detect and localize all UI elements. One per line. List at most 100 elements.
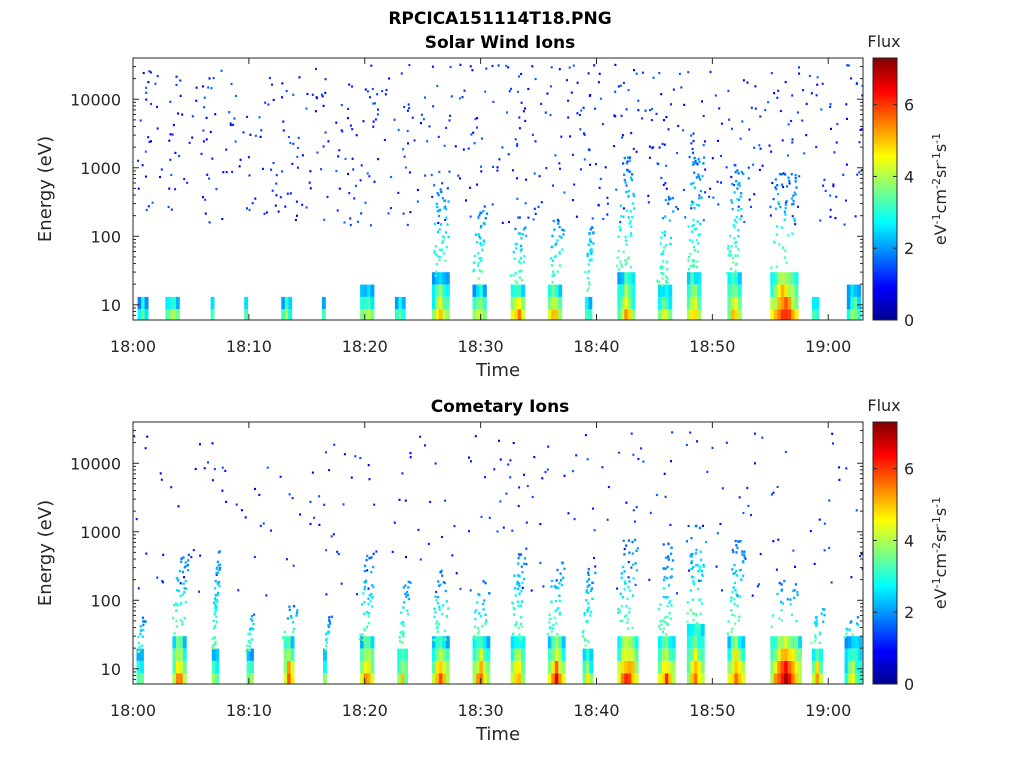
- heatmap-cell: [387, 212, 390, 215]
- heatmap-cell: [351, 85, 353, 88]
- heatmap-cell: [366, 569, 369, 572]
- heatmap-cell: [701, 574, 704, 578]
- heatmap-cell: [516, 197, 519, 200]
- heatmap-cell: [781, 602, 784, 605]
- heatmap-cell: [175, 636, 180, 649]
- heatmap-cell: [284, 309, 289, 320]
- heatmap-cell: [815, 309, 820, 320]
- heatmap-cell: [853, 284, 858, 297]
- heatmap-cell: [547, 284, 552, 297]
- heatmap-cell: [398, 296, 403, 310]
- heatmap-cell: [436, 205, 439, 209]
- heatmap-cell: [168, 139, 171, 142]
- heatmap-cell: [175, 619, 178, 623]
- heatmap-cell: [406, 593, 409, 597]
- heatmap-cell: [666, 277, 669, 280]
- heatmap-cell: [773, 636, 778, 649]
- heatmap-cell: [794, 272, 799, 285]
- heatmap-cell: [367, 464, 370, 467]
- heatmap-cell: [531, 133, 534, 136]
- heatmap-cell: [492, 100, 495, 103]
- heatmap-cell: [737, 309, 742, 320]
- heatmap-cell: [394, 309, 399, 320]
- heatmap-cell: [700, 579, 703, 582]
- heatmap-cell: [630, 234, 633, 237]
- heatmap-cell: [606, 202, 609, 205]
- heatmap-cell: [294, 218, 297, 222]
- heatmap-cell: [518, 216, 521, 219]
- heatmap-cell: [776, 184, 779, 187]
- heatmap-cell: [325, 593, 328, 596]
- heatmap-cell: [298, 76, 301, 79]
- heatmap-cell: [469, 215, 472, 218]
- heatmap-cell: [737, 660, 742, 674]
- heatmap-cell: [791, 636, 796, 649]
- heatmap-cell: [546, 468, 549, 471]
- heatmap-cell: [289, 192, 292, 195]
- heatmap-cell: [692, 245, 695, 249]
- heatmap-cell: [248, 174, 251, 177]
- heatmap-cell: [606, 196, 609, 199]
- heatmap-cell: [687, 524, 690, 528]
- heatmap-cell: [381, 90, 384, 93]
- heatmap-cell: [207, 86, 210, 89]
- heatmap-cell: [686, 272, 691, 285]
- heatmap-cell: [736, 187, 739, 190]
- heatmap-cell: [671, 660, 676, 674]
- heatmap-cell: [689, 608, 692, 611]
- heatmap-cell: [588, 283, 591, 286]
- heatmap-cell: [547, 648, 552, 661]
- heatmap-cell: [550, 257, 553, 260]
- heatmap-cell: [648, 578, 651, 581]
- heatmap-cell: [818, 633, 821, 636]
- heatmap-cell: [664, 633, 668, 636]
- heatmap-cell: [360, 648, 364, 661]
- heatmap-cell: [692, 218, 695, 222]
- heatmap-cell: [437, 221, 440, 225]
- heatmap-cell: [175, 625, 178, 628]
- heatmap-cell: [210, 296, 215, 310]
- heatmap-cell: [558, 660, 563, 674]
- heatmap-cell: [550, 585, 553, 588]
- heatmap-cell: [696, 564, 699, 567]
- x-tick-label: 19:00: [805, 337, 851, 356]
- heatmap-cell: [730, 648, 735, 661]
- heatmap-cell: [364, 88, 367, 91]
- heatmap-cell: [260, 129, 263, 132]
- heatmap-cell: [211, 442, 214, 445]
- heatmap-cell: [725, 166, 728, 169]
- heatmap-cell: [507, 463, 510, 466]
- heatmap-cell: [469, 589, 472, 592]
- heatmap-cell: [408, 64, 411, 67]
- heatmap-cell: [367, 612, 370, 615]
- heatmap-cell: [482, 209, 485, 213]
- heatmap-cell: [777, 296, 782, 310]
- heatmap-cell: [432, 673, 436, 684]
- heatmap-cell: [435, 284, 440, 297]
- heatmap-cell: [250, 648, 254, 661]
- heatmap-cell: [400, 622, 404, 626]
- heatmap-cell: [689, 567, 692, 570]
- heatmap-cell: [375, 550, 378, 553]
- heatmap-cell: [192, 549, 195, 552]
- heatmap-cell: [695, 548, 698, 552]
- heatmap-cell: [476, 636, 480, 649]
- heatmap-cell: [479, 296, 484, 310]
- heatmap-cell: [268, 76, 271, 80]
- heatmap-cell: [558, 636, 563, 649]
- heatmap-cell: [204, 198, 207, 201]
- heatmap-cell: [325, 632, 328, 636]
- heatmap-cell: [767, 101, 770, 104]
- heatmap-cell: [704, 191, 707, 194]
- heatmap-cell: [631, 626, 634, 629]
- heatmap-cell: [617, 85, 620, 88]
- heatmap-cell: [692, 576, 695, 579]
- heatmap-cell: [691, 200, 694, 203]
- heatmap-cell: [516, 600, 519, 603]
- heatmap-cell: [372, 552, 375, 556]
- heatmap-cell: [759, 115, 762, 118]
- heatmap-cell: [341, 130, 344, 133]
- heatmap-cell: [220, 69, 223, 72]
- heatmap-cell: [627, 309, 632, 320]
- heatmap-cell: [483, 222, 486, 226]
